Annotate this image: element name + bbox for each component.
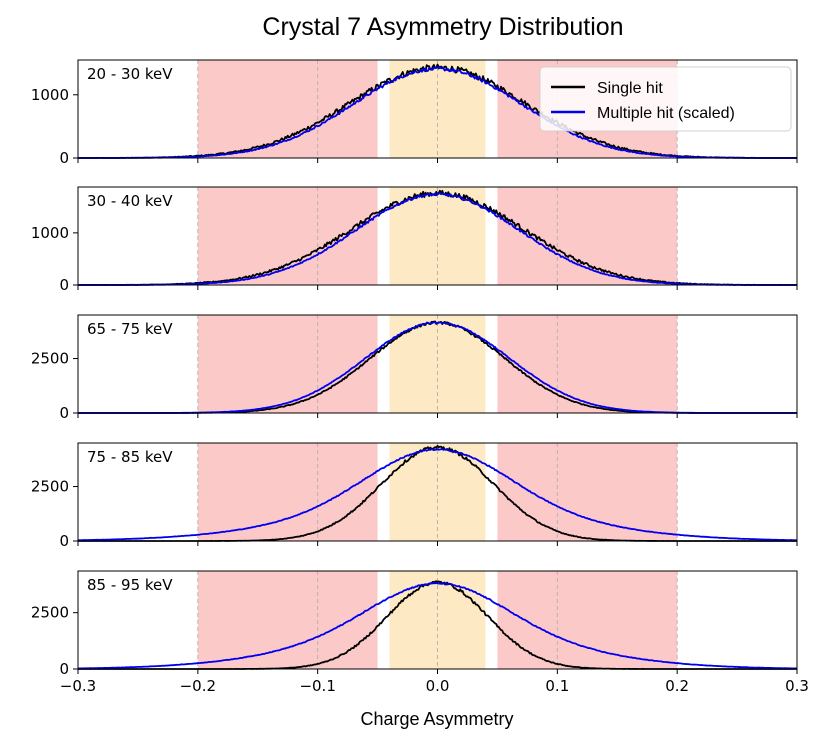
panel-5: 0 2500 −0.3 −0.2 −0.1 0.0 0.1 0.2 0.3 85 - 95 keV	[31, 570, 809, 695]
y-tick-label: 0	[59, 404, 69, 422]
red-region-left	[197, 60, 378, 158]
legend-box	[539, 66, 792, 132]
y-tick-label: 1000	[31, 86, 69, 104]
multiple-hit-line	[77, 581, 798, 670]
panel-2: 0 1000 30 - 40 keV	[31, 186, 798, 294]
panel-energy-label: 75 - 85 keV	[87, 448, 173, 466]
panel-energy-label: 85 - 95 keV	[87, 576, 173, 594]
red-region-right	[497, 315, 678, 413]
red-region-right	[497, 187, 678, 285]
panel-energy-label: 20 - 30 keV	[87, 65, 173, 83]
multiple-hit-line	[77, 192, 798, 286]
x-tick-label: 0.2	[665, 677, 689, 695]
panel-3: 0 2500 65 - 75 keV	[31, 314, 798, 422]
y-tick-label: 0	[59, 532, 69, 550]
x-tick-label: 0.3	[785, 677, 809, 695]
panels: 0 1000 20 - 30 keV 0 1000 30 - 40 keV 0 2500 65 …	[31, 59, 809, 695]
x-tick-label: −0.2	[180, 677, 216, 695]
y-tick-label: 1000	[31, 224, 69, 242]
y-tick-label: 2500	[31, 350, 69, 368]
legend: Single hit Multiple hit (scaled)	[539, 66, 792, 132]
y-tick-label: 2500	[31, 604, 69, 622]
red-region-left	[197, 187, 378, 285]
x-tick-label: −0.3	[60, 677, 96, 695]
legend-entry: Single hit	[597, 80, 663, 97]
red-region-left	[197, 571, 378, 669]
red-region-left	[197, 443, 378, 541]
panel-energy-label: 30 - 40 keV	[87, 192, 173, 210]
legend-entry: Multiple hit (scaled)	[597, 105, 735, 122]
x-axis-label: Charge Asymmetry	[360, 709, 513, 729]
red-region-left	[197, 315, 378, 413]
panel-4: 0 2500 75 - 85 keV	[31, 442, 798, 550]
x-tick-label: −0.1	[299, 677, 335, 695]
y-tick-label: 0	[59, 276, 69, 294]
x-tick-label: 0.0	[426, 677, 450, 695]
y-tick-label: 2500	[31, 478, 69, 496]
panel-energy-label: 65 - 75 keV	[87, 320, 173, 338]
y-tick-label: 0	[59, 660, 69, 678]
chart-title: Crystal 7 Asymmetry Distribution	[262, 13, 623, 41]
y-tick-label: 0	[59, 149, 69, 167]
multiple-hit-line	[77, 66, 798, 159]
multiple-hit-line	[77, 448, 798, 542]
red-region-right	[497, 571, 678, 669]
red-region-right	[497, 443, 678, 541]
x-tick-label: 0.1	[545, 677, 569, 695]
